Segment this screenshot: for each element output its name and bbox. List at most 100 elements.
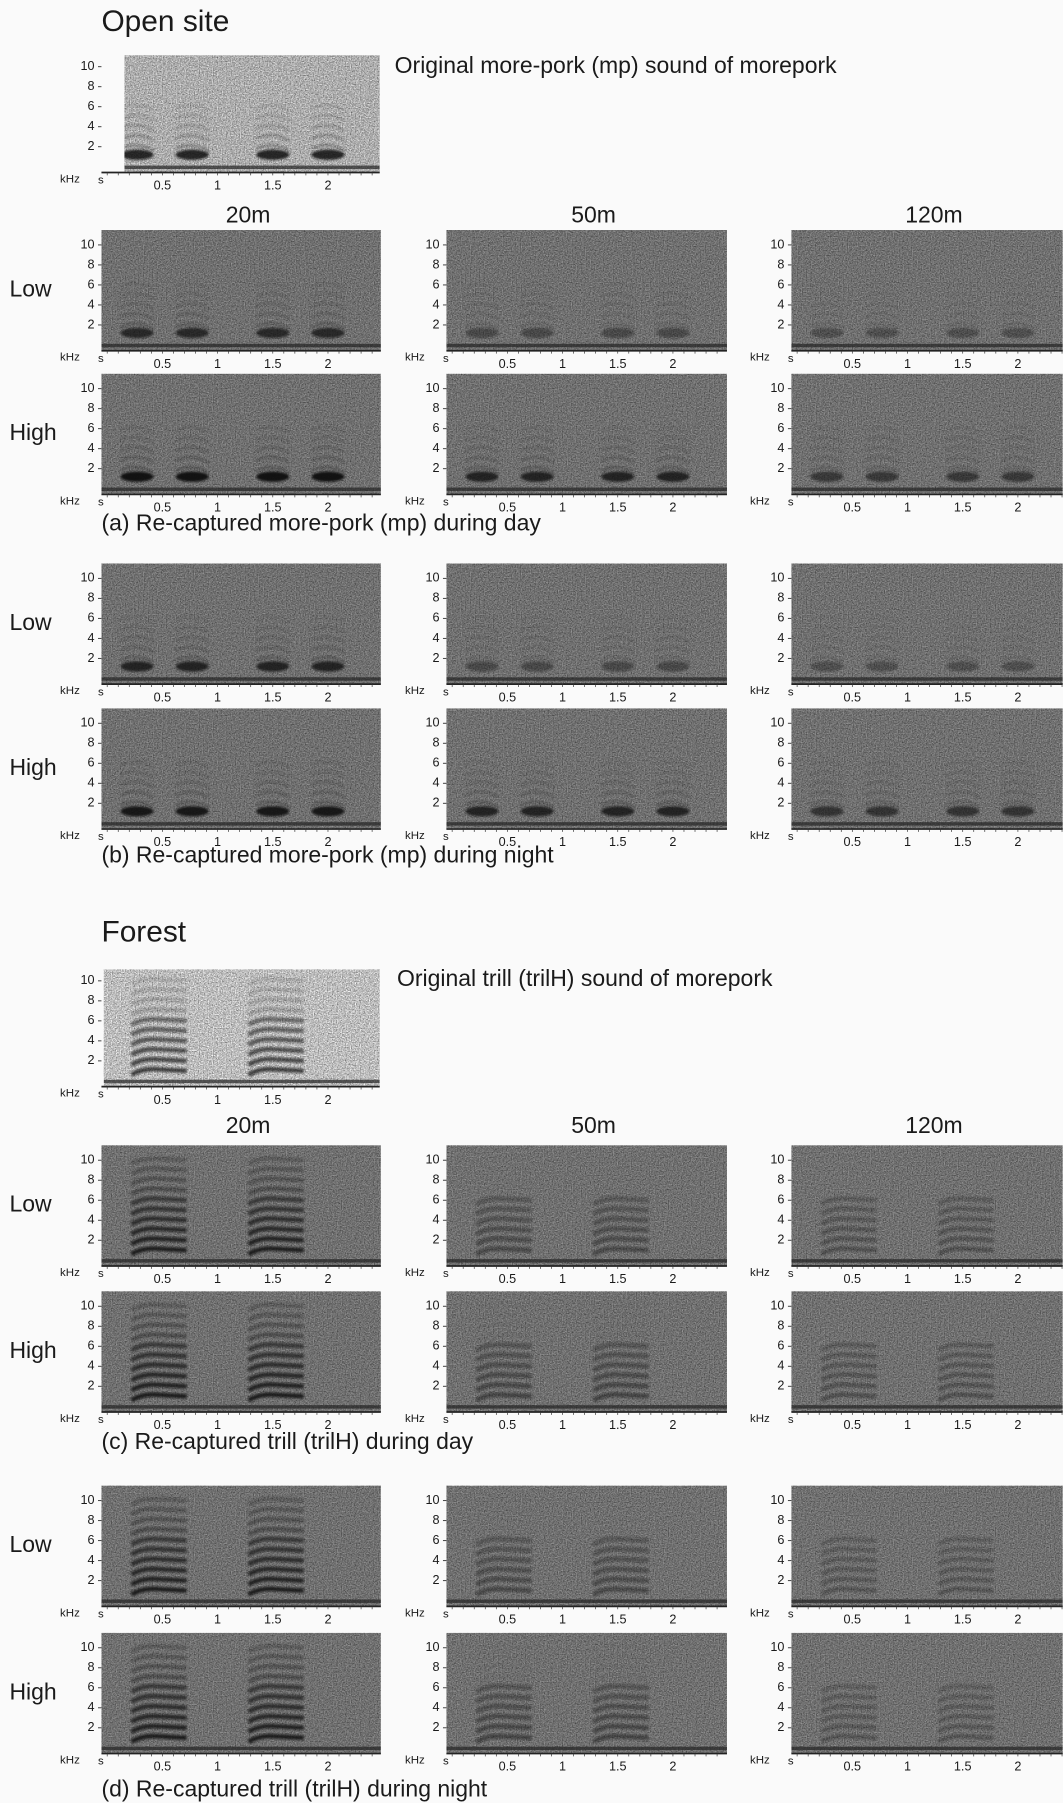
y-unit: kHz: [750, 1754, 770, 1766]
y-tick-label: 10: [81, 1493, 95, 1507]
call-band: [601, 472, 634, 482]
x-unit: s: [443, 1608, 449, 1620]
spectrogram: [446, 1145, 727, 1266]
y-tick-label: 6: [88, 421, 95, 435]
x-tick-label: 2: [669, 1418, 676, 1432]
call-band: [1001, 328, 1034, 338]
call-band: [810, 328, 843, 338]
x-unit: s: [443, 353, 449, 365]
y-tick-label: 6: [777, 1533, 784, 1547]
y-tick-label: 2: [88, 796, 95, 810]
y-tick-label: 8: [88, 736, 95, 750]
y-tick-label: 2: [777, 1573, 784, 1587]
y-tick-label: 10: [770, 716, 784, 730]
original-caption: Original more-pork (mp) sound of morepor…: [395, 52, 837, 78]
y-tick-label: 8: [432, 591, 439, 605]
y-tick-label: 6: [88, 1680, 95, 1694]
x-tick-label: 0.5: [844, 357, 862, 371]
y-tick-label: 8: [777, 257, 784, 271]
y-tick-label: 4: [777, 441, 784, 455]
x-tick-label: 2: [324, 690, 331, 704]
x-tick-label: 2: [324, 179, 331, 193]
call-band: [176, 328, 209, 338]
y-tick-label: 2: [432, 1379, 439, 1393]
distance-label: 120m: [905, 201, 963, 227]
group-caption: (c) Re-captured trill (trilH) during day: [101, 1428, 473, 1454]
y-tick-label: 8: [432, 1660, 439, 1674]
y-tick-label: 2: [777, 1233, 784, 1247]
x-unit: s: [98, 1608, 104, 1620]
x-unit: s: [443, 497, 449, 509]
y-tick-label: 4: [88, 119, 95, 133]
y-tick-label: 2: [432, 651, 439, 665]
y-tick-label: 8: [777, 1173, 784, 1187]
call-band: [176, 806, 209, 816]
x-tick-label: 0.5: [844, 1760, 862, 1774]
y-tick-label: 6: [777, 277, 784, 291]
x-tick-label: 2: [1014, 357, 1021, 371]
x-tick-label: 2: [669, 501, 676, 515]
y-tick-label: 8: [432, 1513, 439, 1527]
y-unit: kHz: [60, 1754, 80, 1766]
x-unit: s: [443, 686, 449, 698]
call-band: [866, 328, 899, 338]
baseline-noise: [446, 1405, 727, 1408]
baseline-noise: [791, 677, 1062, 680]
baseline-noise: [101, 488, 380, 491]
x-tick-label: 1: [904, 835, 911, 849]
y-tick-label: 6: [777, 611, 784, 625]
x-tick-label: 1: [214, 357, 221, 371]
y-tick-label: 10: [425, 1299, 439, 1313]
y-unit: kHz: [750, 1607, 770, 1619]
x-tick-label: 0.5: [499, 690, 517, 704]
y-tick-label: 10: [770, 1299, 784, 1313]
y-unit: kHz: [750, 495, 770, 507]
call-band: [946, 806, 979, 816]
y-tick-label: 6: [432, 1339, 439, 1353]
y-tick-label: 6: [432, 1193, 439, 1207]
y-tick-label: 4: [777, 1553, 784, 1567]
y-tick-label: 6: [88, 1533, 95, 1547]
x-tick-label: 0.5: [844, 1418, 862, 1432]
y-tick-label: 4: [777, 1359, 784, 1373]
y-tick-label: 10: [770, 1493, 784, 1507]
baseline-noise: [101, 1747, 380, 1750]
y-tick-label: 8: [88, 401, 95, 415]
x-unit: s: [788, 1268, 794, 1280]
y-tick-label: 8: [432, 257, 439, 271]
call-band: [176, 472, 209, 482]
y-unit: kHz: [60, 1607, 80, 1619]
page: {"axis": {"y_ticks": [10, 8, 6, 4, 2], "…: [0, 0, 1063, 1803]
y-tick-label: 4: [777, 297, 784, 311]
y-tick-label: 2: [777, 1379, 784, 1393]
y-tick-label: 6: [777, 1193, 784, 1207]
y-tick-label: 8: [777, 736, 784, 750]
x-tick-label: 1.5: [264, 357, 282, 371]
x-tick-label: 1.5: [264, 1760, 282, 1774]
x-unit: s: [98, 1089, 104, 1101]
call-band: [810, 806, 843, 816]
y-tick-label: 10: [81, 571, 95, 585]
y-unit: kHz: [405, 495, 425, 507]
x-unit: s: [98, 1268, 104, 1280]
y-tick-label: 2: [88, 1053, 95, 1067]
call-band: [256, 328, 289, 338]
y-tick-label: 6: [777, 421, 784, 435]
y-unit: kHz: [60, 685, 80, 697]
y-unit: kHz: [750, 1267, 770, 1279]
x-tick-label: 1: [559, 1272, 566, 1286]
y-tick-label: 2: [777, 461, 784, 475]
y-unit: kHz: [60, 173, 80, 185]
x-tick-label: 1: [904, 501, 911, 515]
y-tick-label: 10: [81, 237, 95, 251]
y-unit: kHz: [60, 495, 80, 507]
y-unit: kHz: [750, 685, 770, 697]
call-band: [256, 472, 289, 482]
x-tick-label: 1: [214, 179, 221, 193]
call-band: [521, 661, 554, 671]
call-band: [120, 661, 153, 671]
x-tick-label: 1.5: [609, 357, 627, 371]
x-tick-label: 2: [324, 1272, 331, 1286]
row-label: Low: [9, 275, 52, 301]
x-tick-label: 0.5: [499, 1272, 517, 1286]
